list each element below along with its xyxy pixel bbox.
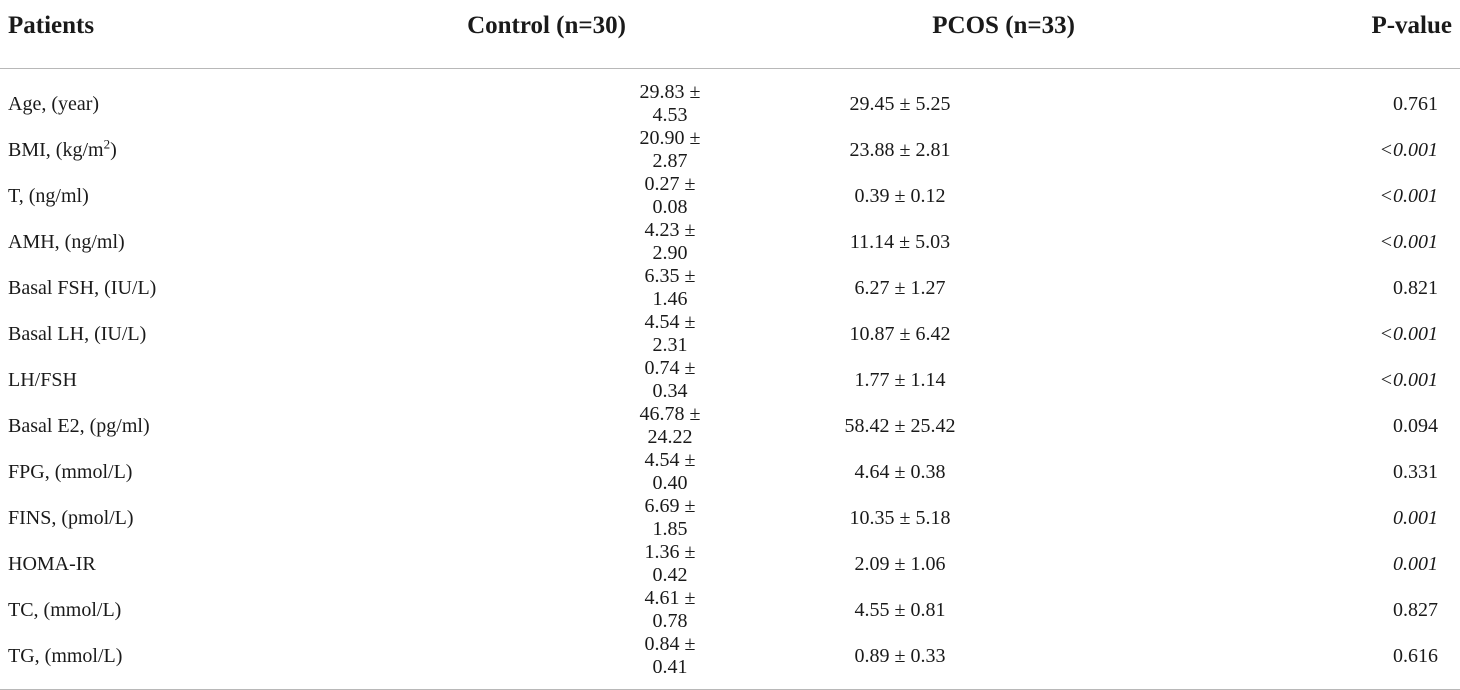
table-row: Basal FSH, (IU/L) 6.35 ± 1.46 6.27 ± 1.27 0… xyxy=(0,265,1460,311)
header-row: Patients Control (n=30) PCOS (n=33) P-va… xyxy=(0,0,1460,69)
table-row: Basal E2, (pg/ml) 46.78 ± 24.22 58.42 ± 25… xyxy=(0,403,1460,449)
header-control: Control (n=30) xyxy=(360,0,710,69)
row-label: LH/FSH xyxy=(8,368,77,391)
control-value: 29.83 ± 4.53 xyxy=(639,81,701,126)
control-value: 4.61 ± 0.78 xyxy=(644,587,696,632)
p-value: <0.001 xyxy=(1379,322,1439,345)
table-row: BMI, (kg/m2) 20.90 ± 2.87 23.88 ± 2.81 <0.0… xyxy=(0,127,1460,173)
row-label: Basal LH, (IU/L) xyxy=(8,322,147,345)
row-label: HOMA-IR xyxy=(8,552,96,575)
table-row: FPG, (mmol/L) 4.54 ± 0.40 4.64 ± 0.38 0.331 xyxy=(0,449,1460,495)
p-value: 0.001 xyxy=(1393,552,1438,575)
p-value: 0.821 xyxy=(1393,276,1438,299)
pcos-value: 58.42 ± 25.42 xyxy=(844,414,956,437)
pcos-value: 11.14 ± 5.03 xyxy=(849,230,951,253)
row-label: AMH, (ng/ml) xyxy=(8,230,125,253)
pcos-value: 6.27 ± 1.27 xyxy=(854,276,946,299)
control-value: 0.27 ± 0.08 xyxy=(644,173,696,218)
p-value: 0.616 xyxy=(1130,633,1460,690)
header-p-value: P-value xyxy=(1130,0,1460,69)
table-row: TC, (mmol/L) 4.61 ± 0.78 4.55 ± 0.81 0.827 xyxy=(0,587,1460,633)
row-label-superscript: 2 xyxy=(103,135,111,151)
table-row: LH/FSH 0.74 ± 0.34 1.77 ± 1.14 <0.001 xyxy=(0,357,1460,403)
row-label-suffix: ) xyxy=(110,138,117,161)
pcos-value: 10.35 ± 5.18 xyxy=(849,506,951,529)
control-value: 4.54 ± 0.40 xyxy=(644,449,696,494)
table-row: Age, (year) 29.83 ± 4.53 29.45 ± 5.25 0.761 xyxy=(0,69,1460,128)
pcos-value: 4.55 ± 0.81 xyxy=(854,598,946,621)
p-value: <0.001 xyxy=(1379,184,1439,207)
control-value: 20.90 ± 2.87 xyxy=(639,127,701,172)
control-value: 4.23 ± 2.90 xyxy=(644,219,696,264)
row-label: T, (ng/ml) xyxy=(8,184,89,207)
pcos-value: 1.77 ± 1.14 xyxy=(854,368,946,391)
control-value: 46.78 ± 24.22 xyxy=(639,403,701,448)
pcos-value: 10.87 ± 6.42 xyxy=(849,322,951,345)
p-value: 0.761 xyxy=(1393,92,1438,115)
row-label: FPG, (mmol/L) xyxy=(8,460,133,483)
header-pcos: PCOS (n=33) xyxy=(710,0,1130,69)
control-value: 6.35 ± 1.46 xyxy=(644,265,696,310)
p-value: <0.001 xyxy=(1379,138,1439,161)
p-value: 0.001 xyxy=(1393,506,1438,529)
pcos-value: 0.89 ± 0.33 xyxy=(710,633,1130,690)
row-label: TC, (mmol/L) xyxy=(8,598,122,621)
control-value: 6.69 ± 1.85 xyxy=(644,495,696,540)
table-row: Basal LH, (IU/L) 4.54 ± 2.31 10.87 ± 6.42 <… xyxy=(0,311,1460,357)
pcos-value: 4.64 ± 0.38 xyxy=(854,460,946,483)
p-value: 0.331 xyxy=(1393,460,1438,483)
p-value: 0.827 xyxy=(1393,598,1438,621)
row-label: Basal FSH, (IU/L) xyxy=(8,276,157,299)
table-row: T, (ng/ml) 0.27 ± 0.08 0.39 ± 0.12 <0.001 xyxy=(0,173,1460,219)
row-label: Age, (year) xyxy=(8,92,100,115)
control-value: 1.36 ± 0.42 xyxy=(644,541,696,586)
control-value: 0.74 ± 0.34 xyxy=(644,357,696,402)
row-label: BMI, (kg/m2) xyxy=(0,127,360,173)
row-label: Basal E2, (pg/ml) xyxy=(8,414,150,437)
control-value: 4.54 ± 2.31 xyxy=(644,311,696,356)
pcos-value: 29.45 ± 5.25 xyxy=(849,92,951,115)
row-label: TG, (mmol/L) xyxy=(0,633,360,690)
table-row: TG, (mmol/L) 0.84 ± 0.41 0.89 ± 0.33 0.616 xyxy=(0,633,1460,690)
table-row: FINS, (pmol/L) 6.69 ± 1.85 10.35 ± 5.18 0.0… xyxy=(0,495,1460,541)
pcos-value: 0.39 ± 0.12 xyxy=(854,184,946,207)
p-value: 0.094 xyxy=(1393,414,1438,437)
row-label: FINS, (pmol/L) xyxy=(8,506,134,529)
pcos-value: 2.09 ± 1.06 xyxy=(854,552,946,575)
p-value: <0.001 xyxy=(1379,230,1439,253)
pcos-value: 23.88 ± 2.81 xyxy=(849,138,951,161)
table-body: Age, (year) 29.83 ± 4.53 29.45 ± 5.25 0.761… xyxy=(0,69,1460,690)
p-value: <0.001 xyxy=(1379,368,1439,391)
table-row: HOMA-IR 1.36 ± 0.42 2.09 ± 1.06 0.001 xyxy=(0,541,1460,587)
header-patients: Patients xyxy=(0,0,360,69)
table-row: AMH, (ng/ml) 4.23 ± 2.90 11.14 ± 5.03 <0.00… xyxy=(0,219,1460,265)
row-label-text: BMI, (kg/m xyxy=(8,138,104,161)
control-value: 0.84 ± 0.41 xyxy=(360,633,710,690)
